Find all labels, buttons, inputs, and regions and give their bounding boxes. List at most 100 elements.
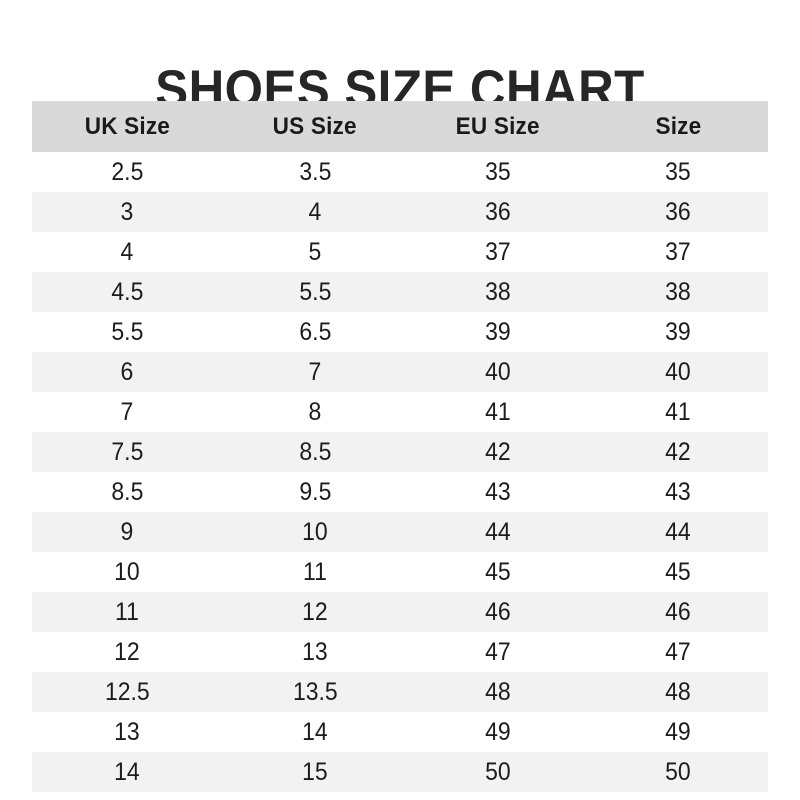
cell-value: 12 xyxy=(302,597,328,626)
table-header: UK Size US Size EU Size Size xyxy=(32,101,768,152)
cell-value: 12 xyxy=(114,637,140,666)
table-row: 11 12 46 46 xyxy=(32,592,768,632)
cell-value: 49 xyxy=(665,717,691,746)
table-row: 3 4 36 36 xyxy=(32,192,768,232)
cell-value: 4 xyxy=(120,237,134,266)
cell-value: 11 xyxy=(115,597,139,626)
table-cell: 35 xyxy=(408,152,588,192)
cell-value: 45 xyxy=(485,557,511,586)
table-cell: 47 xyxy=(588,632,768,672)
table-cell: 12.5 xyxy=(32,672,222,712)
table-cell: 5.5 xyxy=(222,272,408,312)
table-cell: 49 xyxy=(588,712,768,752)
cell-value: 12.5 xyxy=(104,677,150,706)
table-cell: 44 xyxy=(408,512,588,552)
cell-value: 5.5 xyxy=(111,317,143,346)
cell-value: 5.5 xyxy=(299,277,331,306)
cell-value: 46 xyxy=(665,597,691,626)
cell-value: 8 xyxy=(308,397,322,426)
cell-value: 35 xyxy=(665,157,691,186)
cell-value: 38 xyxy=(485,277,511,306)
cell-value: 13.5 xyxy=(292,677,338,706)
cell-value: 15 xyxy=(302,757,328,786)
cell-value: 43 xyxy=(485,477,511,506)
table-cell: 12 xyxy=(32,632,222,672)
cell-value: 6 xyxy=(120,357,134,386)
table-cell: 4 xyxy=(222,192,408,232)
table-row: 10 11 45 45 xyxy=(32,552,768,592)
cell-value: 9.5 xyxy=(299,477,331,506)
table-row: 12 13 47 47 xyxy=(32,632,768,672)
table-cell: 7 xyxy=(32,392,222,432)
cell-value: 43 xyxy=(665,477,691,506)
cell-value: 7 xyxy=(308,357,322,386)
table-cell: 40 xyxy=(408,352,588,392)
column-header-3: EU Size xyxy=(408,101,588,152)
cell-value: 3.5 xyxy=(299,157,331,186)
table-row: 4.5 5.5 38 38 xyxy=(32,272,768,312)
table-row: 9 10 44 44 xyxy=(32,512,768,552)
table-cell: 50 xyxy=(408,752,588,792)
table-row: 6 7 40 40 xyxy=(32,352,768,392)
table-cell: 11 xyxy=(32,592,222,632)
cell-value: 6.5 xyxy=(299,317,331,346)
table-cell: 5 xyxy=(222,232,408,272)
table-cell: 36 xyxy=(408,192,588,232)
cell-value: 45 xyxy=(665,557,691,586)
table-cell: 47 xyxy=(408,632,588,672)
table-cell: 45 xyxy=(588,552,768,592)
table-cell: 49 xyxy=(408,712,588,752)
table-cell: 7 xyxy=(222,352,408,392)
table-cell: 10 xyxy=(222,512,408,552)
cell-value: 44 xyxy=(485,517,511,546)
table-cell: 44 xyxy=(588,512,768,552)
table-cell: 39 xyxy=(588,312,768,352)
table-row: 13 14 49 49 xyxy=(32,712,768,752)
table-cell: 37 xyxy=(588,232,768,272)
cell-value: 13 xyxy=(114,717,140,746)
table-row: 5.5 6.5 39 39 xyxy=(32,312,768,352)
cell-value: 10 xyxy=(114,557,140,586)
cell-value: 42 xyxy=(485,437,511,466)
cell-value: 10 xyxy=(302,517,328,546)
table-cell: 8.5 xyxy=(222,432,408,472)
table-cell: 35 xyxy=(588,152,768,192)
cell-value: 49 xyxy=(485,717,511,746)
table-cell: 43 xyxy=(408,472,588,512)
cell-value: 40 xyxy=(665,357,691,386)
cell-value: 5 xyxy=(308,237,322,266)
column-header-label: EU Size xyxy=(455,112,541,140)
table-cell: 13.5 xyxy=(222,672,408,712)
cell-value: 4 xyxy=(308,197,322,226)
table-cell: 8 xyxy=(222,392,408,432)
table-cell: 48 xyxy=(408,672,588,712)
cell-value: 8.5 xyxy=(299,437,331,466)
table-cell: 13 xyxy=(32,712,222,752)
table-cell: 41 xyxy=(408,392,588,432)
cell-value: 11 xyxy=(303,557,327,586)
cell-value: 41 xyxy=(485,397,511,426)
table-cell: 9 xyxy=(32,512,222,552)
cell-value: 8.5 xyxy=(111,477,143,506)
table-cell: 46 xyxy=(588,592,768,632)
cell-value: 4.5 xyxy=(111,277,143,306)
table-cell: 6 xyxy=(32,352,222,392)
cell-value: 46 xyxy=(485,597,511,626)
cell-value: 41 xyxy=(665,397,691,426)
cell-value: 42 xyxy=(665,437,691,466)
table-cell: 2.5 xyxy=(32,152,222,192)
shoe-size-table: UK Size US Size EU Size Size 2.5 3.5 35 35 3 4 36… xyxy=(32,101,768,792)
cell-value: 37 xyxy=(665,237,691,266)
table-cell: 40 xyxy=(588,352,768,392)
table-cell: 42 xyxy=(408,432,588,472)
cell-value: 7.5 xyxy=(111,437,143,466)
table-row: 7.5 8.5 42 42 xyxy=(32,432,768,472)
table-cell: 3 xyxy=(32,192,222,232)
table-cell: 4 xyxy=(32,232,222,272)
cell-value: 39 xyxy=(665,317,691,346)
table-cell: 43 xyxy=(588,472,768,512)
table-row: 14 15 50 50 xyxy=(32,752,768,792)
table-row: 8.5 9.5 43 43 xyxy=(32,472,768,512)
table-cell: 37 xyxy=(408,232,588,272)
